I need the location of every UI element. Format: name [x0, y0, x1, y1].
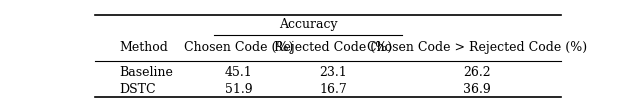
Text: 16.7: 16.7: [319, 83, 347, 96]
Text: 36.9: 36.9: [463, 83, 491, 96]
Text: 51.9: 51.9: [225, 83, 253, 96]
Text: 26.2: 26.2: [463, 66, 491, 79]
Text: Method: Method: [120, 41, 168, 54]
Text: 23.1: 23.1: [319, 66, 347, 79]
Text: Baseline: Baseline: [120, 66, 173, 79]
Text: 45.1: 45.1: [225, 66, 253, 79]
Text: Accuracy: Accuracy: [279, 18, 337, 31]
Text: Chosen Code > Rejected Code (%): Chosen Code > Rejected Code (%): [367, 41, 587, 54]
Text: DSTC: DSTC: [120, 83, 156, 96]
Text: Chosen Code (%): Chosen Code (%): [184, 41, 293, 54]
Text: Rejected Code (%): Rejected Code (%): [274, 41, 392, 54]
